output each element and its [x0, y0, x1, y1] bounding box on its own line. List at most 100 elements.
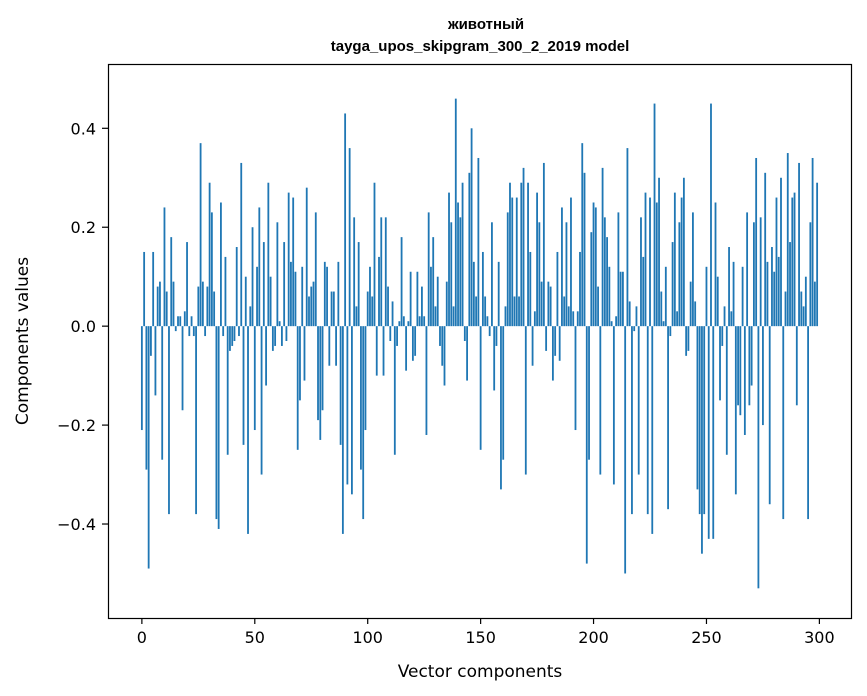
bar-133 — [441, 326, 444, 366]
bar-200 — [592, 202, 595, 327]
bar-89 — [341, 326, 344, 534]
bar-201 — [594, 207, 597, 327]
bar-198 — [588, 326, 590, 460]
bar-155 — [491, 222, 493, 327]
bar-216 — [628, 301, 631, 327]
bar-110 — [389, 326, 392, 341]
bar-122 — [416, 271, 419, 327]
bar-228 — [655, 202, 658, 327]
bar-210 — [615, 316, 618, 327]
bar-145 — [468, 172, 471, 327]
bar-16 — [177, 316, 179, 327]
bar-141 — [459, 217, 462, 327]
bar-282 — [777, 256, 780, 327]
bar-62 — [280, 326, 283, 346]
bar-115 — [400, 237, 403, 327]
bar-120 — [411, 326, 414, 361]
bar-161 — [504, 306, 507, 327]
bar-235 — [671, 242, 674, 327]
bar-116 — [402, 316, 405, 327]
bar-75 — [310, 286, 313, 327]
bar-191 — [572, 311, 575, 327]
bar-9 — [161, 326, 164, 460]
bar-226 — [651, 326, 654, 534]
bar-181 — [549, 286, 552, 327]
bar-68 — [294, 271, 297, 327]
bar-72 — [303, 326, 306, 381]
y-tick-label: 0.4 — [71, 119, 96, 138]
bar-99 — [364, 326, 367, 431]
bar-149 — [477, 157, 480, 327]
x-axis-label: Vector components — [398, 662, 563, 682]
bar-51 — [256, 266, 258, 327]
bar-70 — [299, 326, 301, 401]
bar-94 — [353, 217, 356, 327]
bar-105 — [378, 256, 380, 327]
bar-203 — [599, 326, 602, 475]
bar-148 — [475, 296, 478, 327]
y-tick-label: 0.0 — [71, 317, 96, 336]
bar-4 — [150, 326, 152, 356]
bar-97 — [360, 326, 362, 470]
bar-55 — [265, 326, 267, 386]
bar-255 — [716, 276, 719, 327]
bar-66 — [290, 261, 292, 327]
bar-83 — [328, 326, 331, 366]
bar-236 — [673, 192, 676, 327]
bar-254 — [714, 202, 717, 327]
bar-274 — [759, 217, 762, 327]
bar-298 — [813, 281, 816, 327]
bar-232 — [664, 266, 667, 327]
bar-137 — [450, 222, 453, 327]
bar-82 — [326, 266, 328, 327]
bar-151 — [481, 251, 484, 327]
bar-64 — [285, 326, 288, 341]
bar-207 — [608, 266, 611, 327]
bar-24 — [195, 326, 197, 515]
bar-186 — [561, 207, 563, 327]
bar-28 — [204, 326, 207, 337]
bar-264 — [737, 326, 739, 406]
bar-14 — [172, 281, 175, 327]
bar-195 — [581, 143, 584, 327]
bar-109 — [387, 286, 389, 327]
bar-180 — [547, 281, 550, 327]
bar-33 — [215, 326, 218, 520]
bar-268 — [746, 212, 749, 327]
bar-108 — [384, 217, 387, 327]
bar-292 — [800, 291, 803, 327]
bar-81 — [323, 261, 326, 327]
bar-158 — [497, 261, 500, 327]
bar-214 — [624, 326, 627, 574]
bar-219 — [635, 306, 638, 327]
bar-96 — [357, 242, 360, 327]
bar-182 — [551, 326, 554, 381]
bar-269 — [748, 326, 751, 406]
y-axis-label: Components values — [13, 257, 33, 425]
bar-296 — [809, 222, 812, 327]
bar-237 — [676, 311, 679, 327]
bar-285 — [784, 291, 787, 327]
bar-174 — [533, 311, 536, 327]
bar-142 — [461, 182, 464, 327]
bar-165 — [513, 296, 516, 327]
bar-30 — [208, 182, 211, 327]
bar-57 — [269, 276, 272, 327]
bars-group — [140, 98, 819, 589]
bar-257 — [721, 326, 724, 346]
bar-114 — [398, 321, 401, 327]
bar-170 — [524, 326, 527, 475]
bar-276 — [764, 172, 767, 327]
bar-175 — [536, 192, 538, 327]
bar-205 — [603, 217, 606, 327]
bar-111 — [391, 301, 394, 327]
bar-146 — [470, 128, 473, 327]
bar-2 — [145, 326, 148, 470]
bar-294 — [804, 276, 807, 327]
bar-37 — [224, 256, 227, 327]
bar-80 — [321, 326, 324, 411]
bar-241 — [685, 326, 688, 356]
bar-179 — [545, 326, 548, 351]
bar-91 — [346, 326, 349, 485]
